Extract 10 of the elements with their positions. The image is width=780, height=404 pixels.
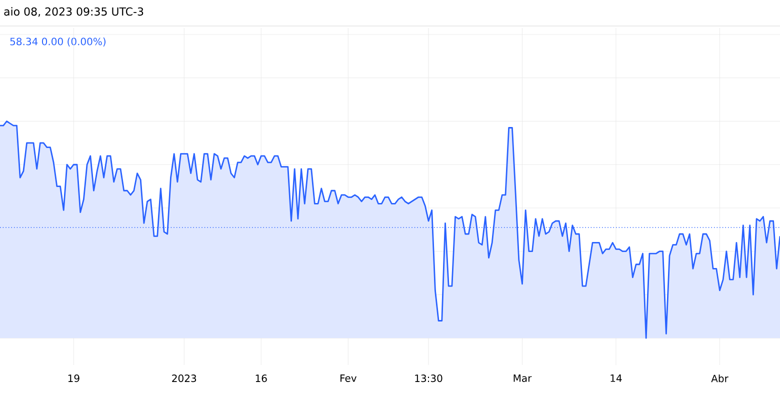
chart-title: aio 08, 2023 09:35 UTC-3 (4, 7, 144, 17)
x-tick-label: Mar (514, 374, 532, 382)
x-tick-label: 13:30 (415, 374, 442, 382)
x-tick-label: 19 (68, 374, 80, 382)
x-tick-label: 14 (610, 374, 622, 382)
x-tick-label: Fev (340, 374, 357, 382)
chart-subtitle: 58.34 0.00 (0.00%) (10, 38, 106, 46)
x-tick-label: Abr (711, 374, 728, 382)
x-tick-label: 2023 (172, 374, 196, 382)
x-tick-label: 16 (256, 374, 267, 382)
